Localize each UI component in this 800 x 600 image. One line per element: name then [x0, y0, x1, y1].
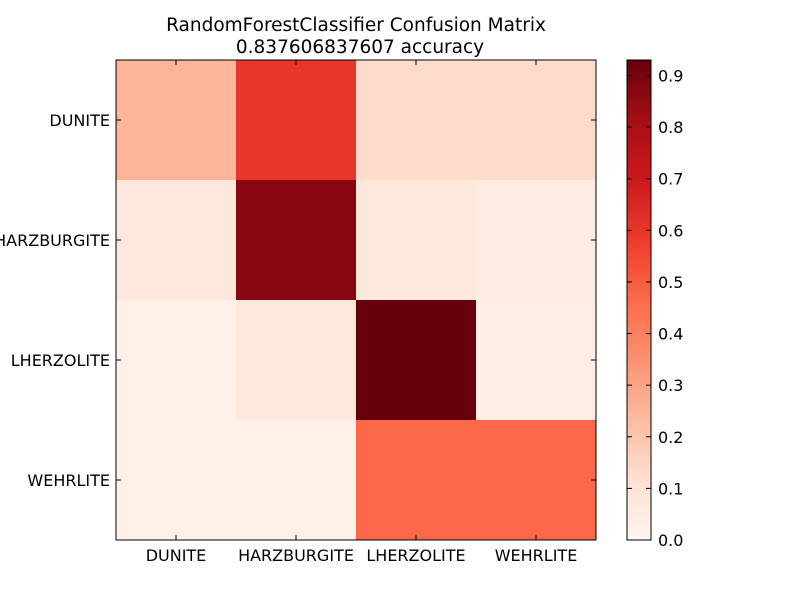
heatmap-cell-3-1	[236, 420, 357, 541]
heatmap-cell-1-0	[116, 180, 237, 301]
colorbar-tick-label: 0.7	[658, 170, 683, 189]
colorbar-tick-label: 0.6	[658, 221, 683, 240]
heatmap-cell-1-3	[476, 180, 597, 301]
heatmap-cell-2-0	[116, 300, 237, 421]
heatmap-cell-1-2	[356, 180, 477, 301]
colorbar-tick-label: 0.8	[658, 118, 683, 137]
heatmap-cell-1-1	[236, 180, 357, 301]
colorbar-tick-label: 0.2	[658, 428, 683, 447]
heatmap-cell-0-1	[236, 60, 357, 181]
heatmap-cells	[116, 60, 597, 541]
x-tick-label: LHERZOLITE	[366, 546, 465, 565]
heatmap-cell-2-3	[476, 300, 597, 421]
colorbar-ticks: 0.0 0.1 0.2 0.3 0.4 0.5 0.6 0.7 0.8 0.9	[627, 66, 683, 550]
colorbar	[626, 59, 652, 541]
plot-frame	[115, 59, 597, 541]
heatmap-cell-3-0	[116, 420, 237, 541]
y-tick-label: DUNITE	[49, 111, 110, 130]
x-tick-label: DUNITE	[146, 546, 207, 565]
y-tick-label: WEHRLITE	[27, 471, 110, 490]
heatmap-cell-0-0	[116, 60, 237, 181]
x-tick-label: HARZBURGITE	[238, 546, 354, 565]
colorbar-tick-label: 0.3	[658, 376, 683, 395]
colorbar-tick-label: 0.5	[658, 273, 683, 292]
y-tick-label: HARZBURGITE	[0, 231, 110, 250]
axis-ticks	[116, 60, 596, 540]
colorbar-tick-label: 0.4	[658, 325, 683, 344]
heatmap-cell-2-1	[236, 300, 357, 421]
colorbar-tick-label: 0.0	[658, 531, 683, 550]
axis-tick-labels: DUNITE HARZBURGITE LHERZOLITE WEHRLITE DUNIT…	[0, 111, 577, 565]
heatmap-cell-0-3	[476, 60, 597, 181]
heatmap-cell-2-2	[356, 300, 477, 421]
y-tick-label: LHERZOLITE	[11, 351, 110, 370]
chart-subtitle: 0.837606837607 accuracy	[236, 37, 484, 58]
chart-title: RandomForestClassifier Confusion Matrix	[166, 15, 546, 36]
x-tick-label: WEHRLITE	[495, 546, 578, 565]
colorbar-tick-label: 0.1	[658, 479, 683, 498]
heatmap-cell-3-2	[356, 420, 477, 541]
colorbar-tick-label: 0.9	[658, 66, 683, 85]
heatmap-cell-0-2	[356, 60, 477, 181]
heatmap-cell-3-3	[476, 420, 597, 541]
